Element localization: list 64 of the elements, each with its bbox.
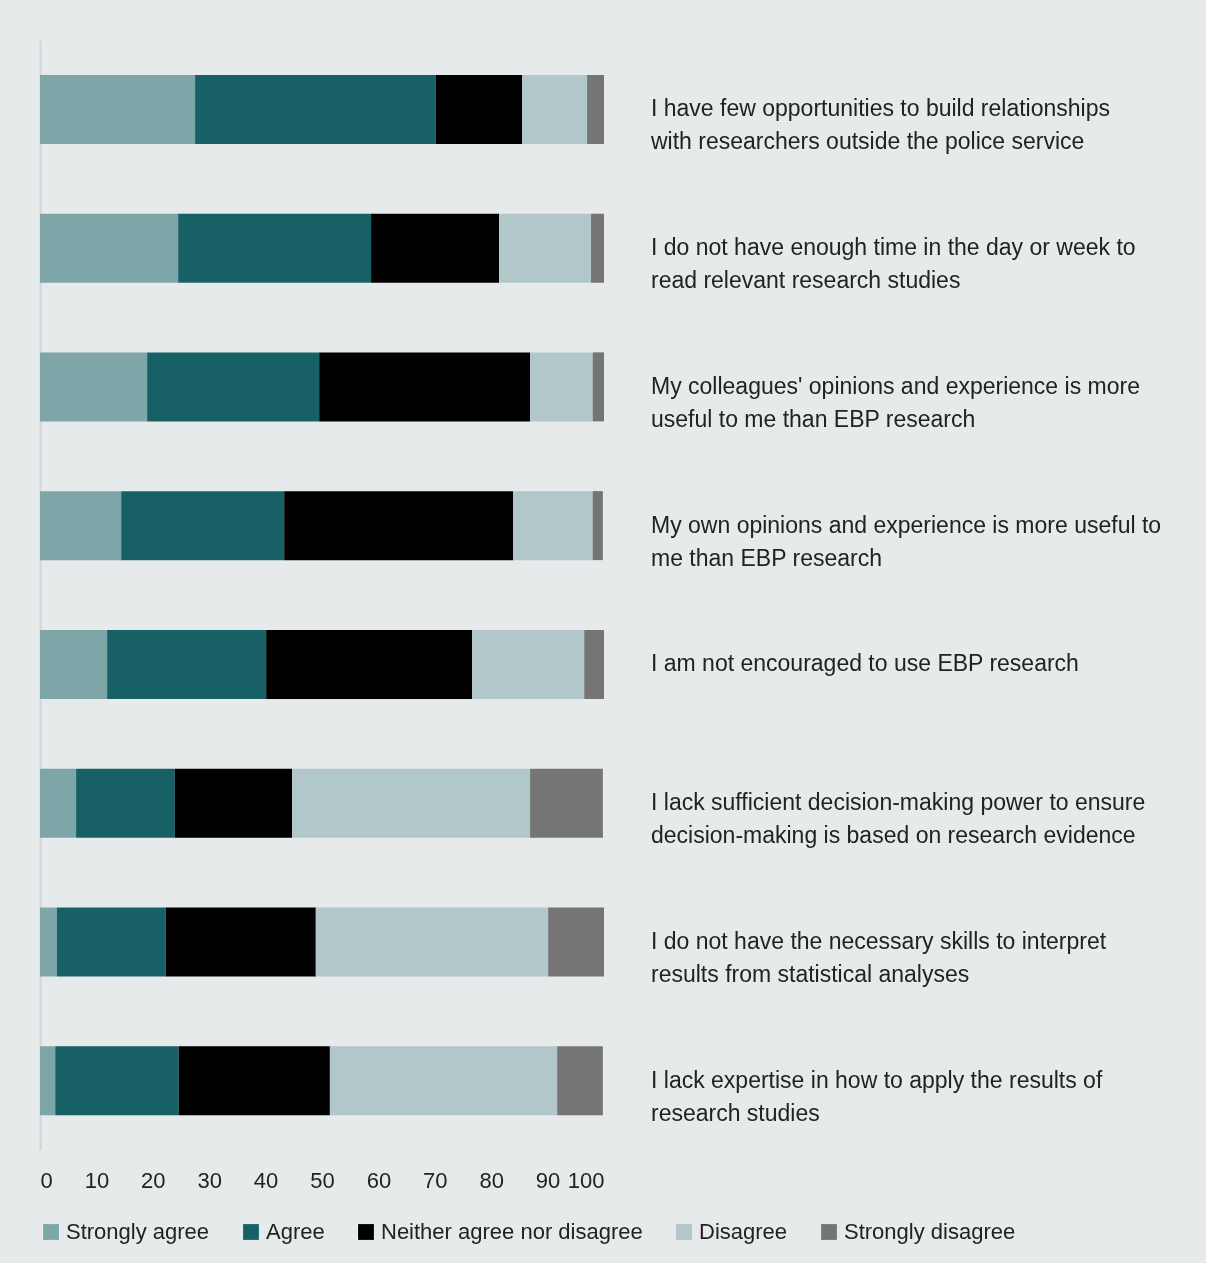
legend-label: Strongly disagree [844,1219,1016,1244]
bar [292,768,531,838]
bar [40,907,57,977]
bar [522,74,588,144]
bar [174,768,293,838]
bar [165,907,316,977]
x-tick-label: 90 [535,1167,561,1193]
bar [40,1046,56,1116]
y-tick-label: I do not have the necessary skills to interpret results from statistical analyses [651,927,1107,987]
bar [557,1046,603,1116]
bar [178,1046,330,1116]
bar [56,907,166,977]
bar [178,213,372,283]
bar [472,629,585,699]
legend-label: Neither agree nor disagree [381,1219,643,1244]
bar [284,491,514,561]
bar [592,352,604,422]
bar [147,352,320,422]
bar [76,768,175,838]
bar [40,768,77,838]
y-tick-label: I lack expertise in how to apply the results of research studies [651,1066,1103,1126]
x-tick-label: 50 [310,1167,335,1193]
x-tick-label: 10 [84,1167,110,1193]
bar [371,213,500,283]
x-tick-label: 60 [366,1167,392,1193]
bar [587,74,604,144]
legend-label: Strongly agree [66,1219,210,1244]
bar [329,1046,558,1116]
bar [121,491,285,561]
bar [40,213,179,283]
bar [591,213,604,283]
bar [40,491,122,561]
y-tick-label: My own opinions and experience is more useful to me than EBP research [651,511,1162,571]
bar [513,491,593,561]
x-tick-label: 30 [197,1167,222,1193]
bar [499,213,592,283]
bar [584,629,604,699]
legend-label: Agree [266,1219,325,1244]
y-tick-label: My colleagues' opinions and experience is more useful to me than EBP research [651,372,1140,432]
bar [195,74,436,144]
legend-label: Disagree [699,1219,788,1244]
bar [266,629,473,699]
bar [435,74,523,144]
y-tick-label: I do not have enough time in the day or week to read relevant research studies [651,234,1136,294]
x-tick-label: 0 [40,1167,53,1193]
x-tick-label: 100 [567,1167,605,1193]
y-tick-label: I have few opportunities to build relationships with researchers outside the police service [650,95,1111,155]
bar [548,907,604,977]
bar [40,74,196,144]
y-tick-label: I lack sufficient decision-making power to ensure decision-making is based on research evidence [651,789,1146,849]
bar [530,768,603,838]
x-tick-label: 40 [253,1167,279,1193]
bar [55,1046,179,1116]
bar [40,629,108,699]
x-tick-label: 20 [141,1167,166,1193]
bar [592,491,603,561]
bar [107,629,267,699]
bar [319,352,531,422]
bar [40,352,148,422]
x-tick-label: 80 [479,1167,504,1193]
x-tick-label: 70 [423,1167,448,1193]
bar [315,907,549,977]
bar [530,352,593,422]
y-tick-label: I am not encouraged to use EBP research [651,650,1079,677]
